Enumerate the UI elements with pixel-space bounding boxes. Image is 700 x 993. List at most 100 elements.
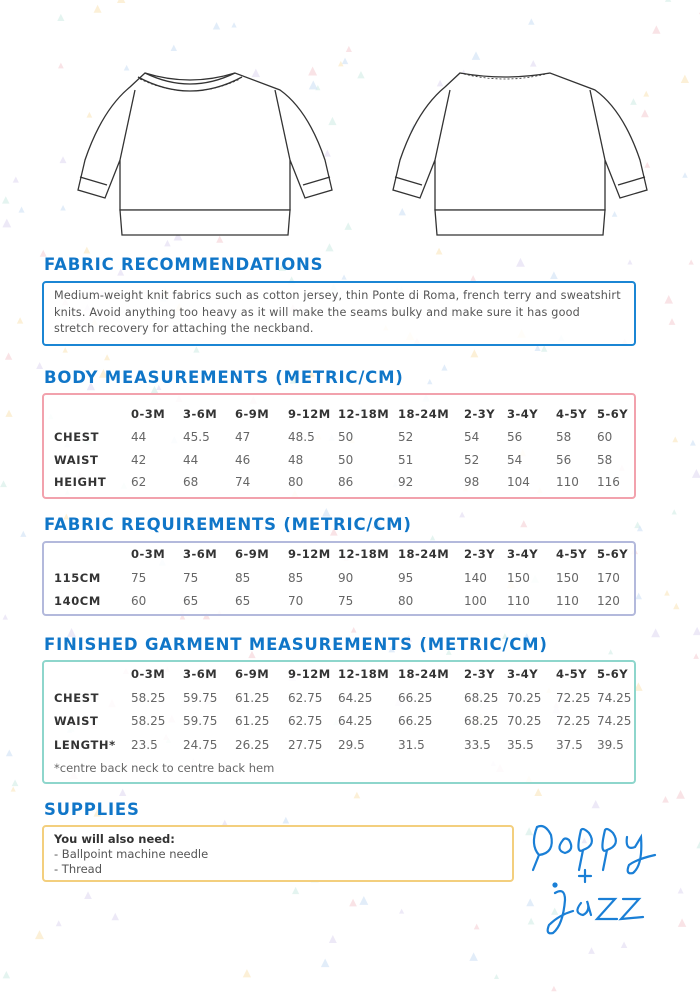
- confetti-triangle: [651, 628, 661, 638]
- table-cell: 150: [556, 571, 579, 585]
- size-header: 4-5Y: [556, 407, 588, 421]
- confetti-triangle: [307, 370, 315, 378]
- confetti-triangle: [329, 527, 338, 536]
- confetti-triangle: [60, 204, 66, 211]
- table-cell: 110: [556, 475, 579, 489]
- sweatshirt-front-illustration: [77, 72, 333, 236]
- supplies-box: You will also need: - Ballpoint machine …: [42, 825, 514, 882]
- confetti-triangle: [470, 275, 476, 281]
- table-cell: 66.25: [398, 691, 433, 705]
- table-cell: 95: [398, 571, 414, 585]
- size-header: 3-6M: [183, 407, 218, 421]
- table-cell: 104: [507, 475, 530, 489]
- table-cell: 98: [464, 475, 480, 489]
- confetti-triangle: [344, 222, 352, 230]
- confetti-triangle: [689, 439, 696, 446]
- fabric-recommendations-box: Medium-weight knit fabrics such as cotto…: [42, 281, 636, 346]
- size-header: 6-9M: [235, 667, 270, 681]
- confetti-triangle: [117, 0, 126, 3]
- confetti-triangle: [341, 57, 349, 65]
- confetti-triangle: [427, 378, 433, 385]
- confetti-triangle: [2, 218, 12, 228]
- size-header: 2-3Y: [464, 667, 496, 681]
- confetti-triangle: [244, 515, 251, 522]
- table-cell: 29.5: [338, 738, 365, 752]
- table-cell: 61.25: [235, 714, 270, 728]
- row-label: 115CM: [54, 571, 101, 585]
- table-cell: 44: [131, 430, 147, 444]
- confetti-triangle: [39, 249, 47, 257]
- confetti-triangle: [104, 354, 111, 361]
- confetti-triangle: [634, 682, 643, 691]
- confetti-triangle: [111, 912, 119, 921]
- table-cell: 74.25: [597, 691, 632, 705]
- confetti-triangle: [179, 613, 186, 620]
- fabric-recommendations-text: Medium-weight knit fabrics such as cotto…: [54, 289, 621, 335]
- table-cell: 50: [338, 453, 354, 467]
- confetti-triangle: [320, 958, 330, 968]
- confetti-triangle: [591, 800, 600, 809]
- confetti-triangle: [83, 246, 91, 254]
- confetti-triangle: [388, 645, 396, 653]
- table-cell: 58: [597, 453, 613, 467]
- confetti-triangle: [672, 436, 679, 443]
- table-cell: 42: [131, 453, 147, 467]
- table-cell: 110: [507, 594, 530, 608]
- size-header: 0-3M: [131, 667, 166, 681]
- confetti-triangle: [551, 985, 557, 992]
- confetti-triangle: [688, 259, 694, 265]
- table-cell: 70.25: [507, 691, 542, 705]
- table-cell: 59.75: [183, 714, 218, 728]
- confetti-triangle: [12, 176, 19, 183]
- confetti-triangle: [644, 161, 651, 168]
- confetti-triangle: [123, 64, 130, 71]
- confetti-triangle: [93, 808, 102, 817]
- confetti-triangle: [338, 60, 344, 67]
- confetti-triangle: [353, 791, 361, 799]
- confetti-triangle: [693, 653, 699, 659]
- size-header: 3-4Y: [507, 667, 539, 681]
- table-cell: 70: [288, 594, 304, 608]
- confetti-triangle: [682, 172, 688, 178]
- supply-item: - Ballpoint machine needle: [54, 847, 209, 861]
- confetti-triangle: [540, 345, 548, 352]
- size-header: 2-3Y: [464, 547, 496, 561]
- confetti-triangle: [677, 887, 684, 894]
- size-header: 0-3M: [131, 407, 166, 421]
- table-cell: 120: [597, 594, 620, 608]
- confetti-triangle: [58, 62, 64, 69]
- confetti-triangle: [691, 468, 700, 478]
- confetti-triangle: [652, 25, 661, 34]
- table-cell: 72.25: [556, 691, 591, 705]
- confetti-triangle: [328, 116, 337, 126]
- fabric-requirements-table: 0-3M 3-6M 6-9M 9-12M 12-18M 18-24M 2-3Y 3-4Y 4-5…: [42, 541, 636, 616]
- table-cell: 27.75: [288, 738, 323, 752]
- table-cell: 58.25: [131, 691, 166, 705]
- table-cell: 75: [338, 594, 354, 608]
- table-cell: 31.5: [398, 738, 425, 752]
- row-label: 140CM: [54, 594, 101, 608]
- confetti-triangle: [350, 627, 357, 633]
- confetti-triangle: [581, 837, 588, 844]
- confetti-triangle: [308, 66, 318, 76]
- size-header: 3-6M: [183, 547, 218, 561]
- body-measurements-heading: BODY MEASUREMENTS (METRIC/CM): [44, 368, 404, 387]
- confetti-triangle: [677, 918, 687, 927]
- table-cell: 44: [183, 453, 199, 467]
- row-label: LENGTH*: [54, 738, 116, 752]
- confetti-triangle: [150, 385, 159, 394]
- confetti-triangle: [308, 80, 318, 90]
- confetti-triangle: [527, 917, 535, 925]
- size-header: 18-24M: [398, 407, 450, 421]
- size-header: 9-12M: [288, 547, 331, 561]
- confetti-triangle: [671, 509, 677, 515]
- confetti-triangle: [399, 908, 405, 914]
- confetti-triangle: [676, 789, 685, 799]
- fabric-requirements-heading: FABRIC REQUIREMENTS (METRIC/CM): [44, 515, 412, 534]
- confetti-triangle: [242, 969, 252, 978]
- size-header: 3-4Y: [507, 547, 539, 561]
- confetti-triangle: [470, 349, 479, 358]
- confetti-triangle: [441, 364, 448, 371]
- table-cell: 35.5: [507, 738, 534, 752]
- finished-garment-table: *centre back neck to centre back hem 0-3…: [42, 660, 636, 784]
